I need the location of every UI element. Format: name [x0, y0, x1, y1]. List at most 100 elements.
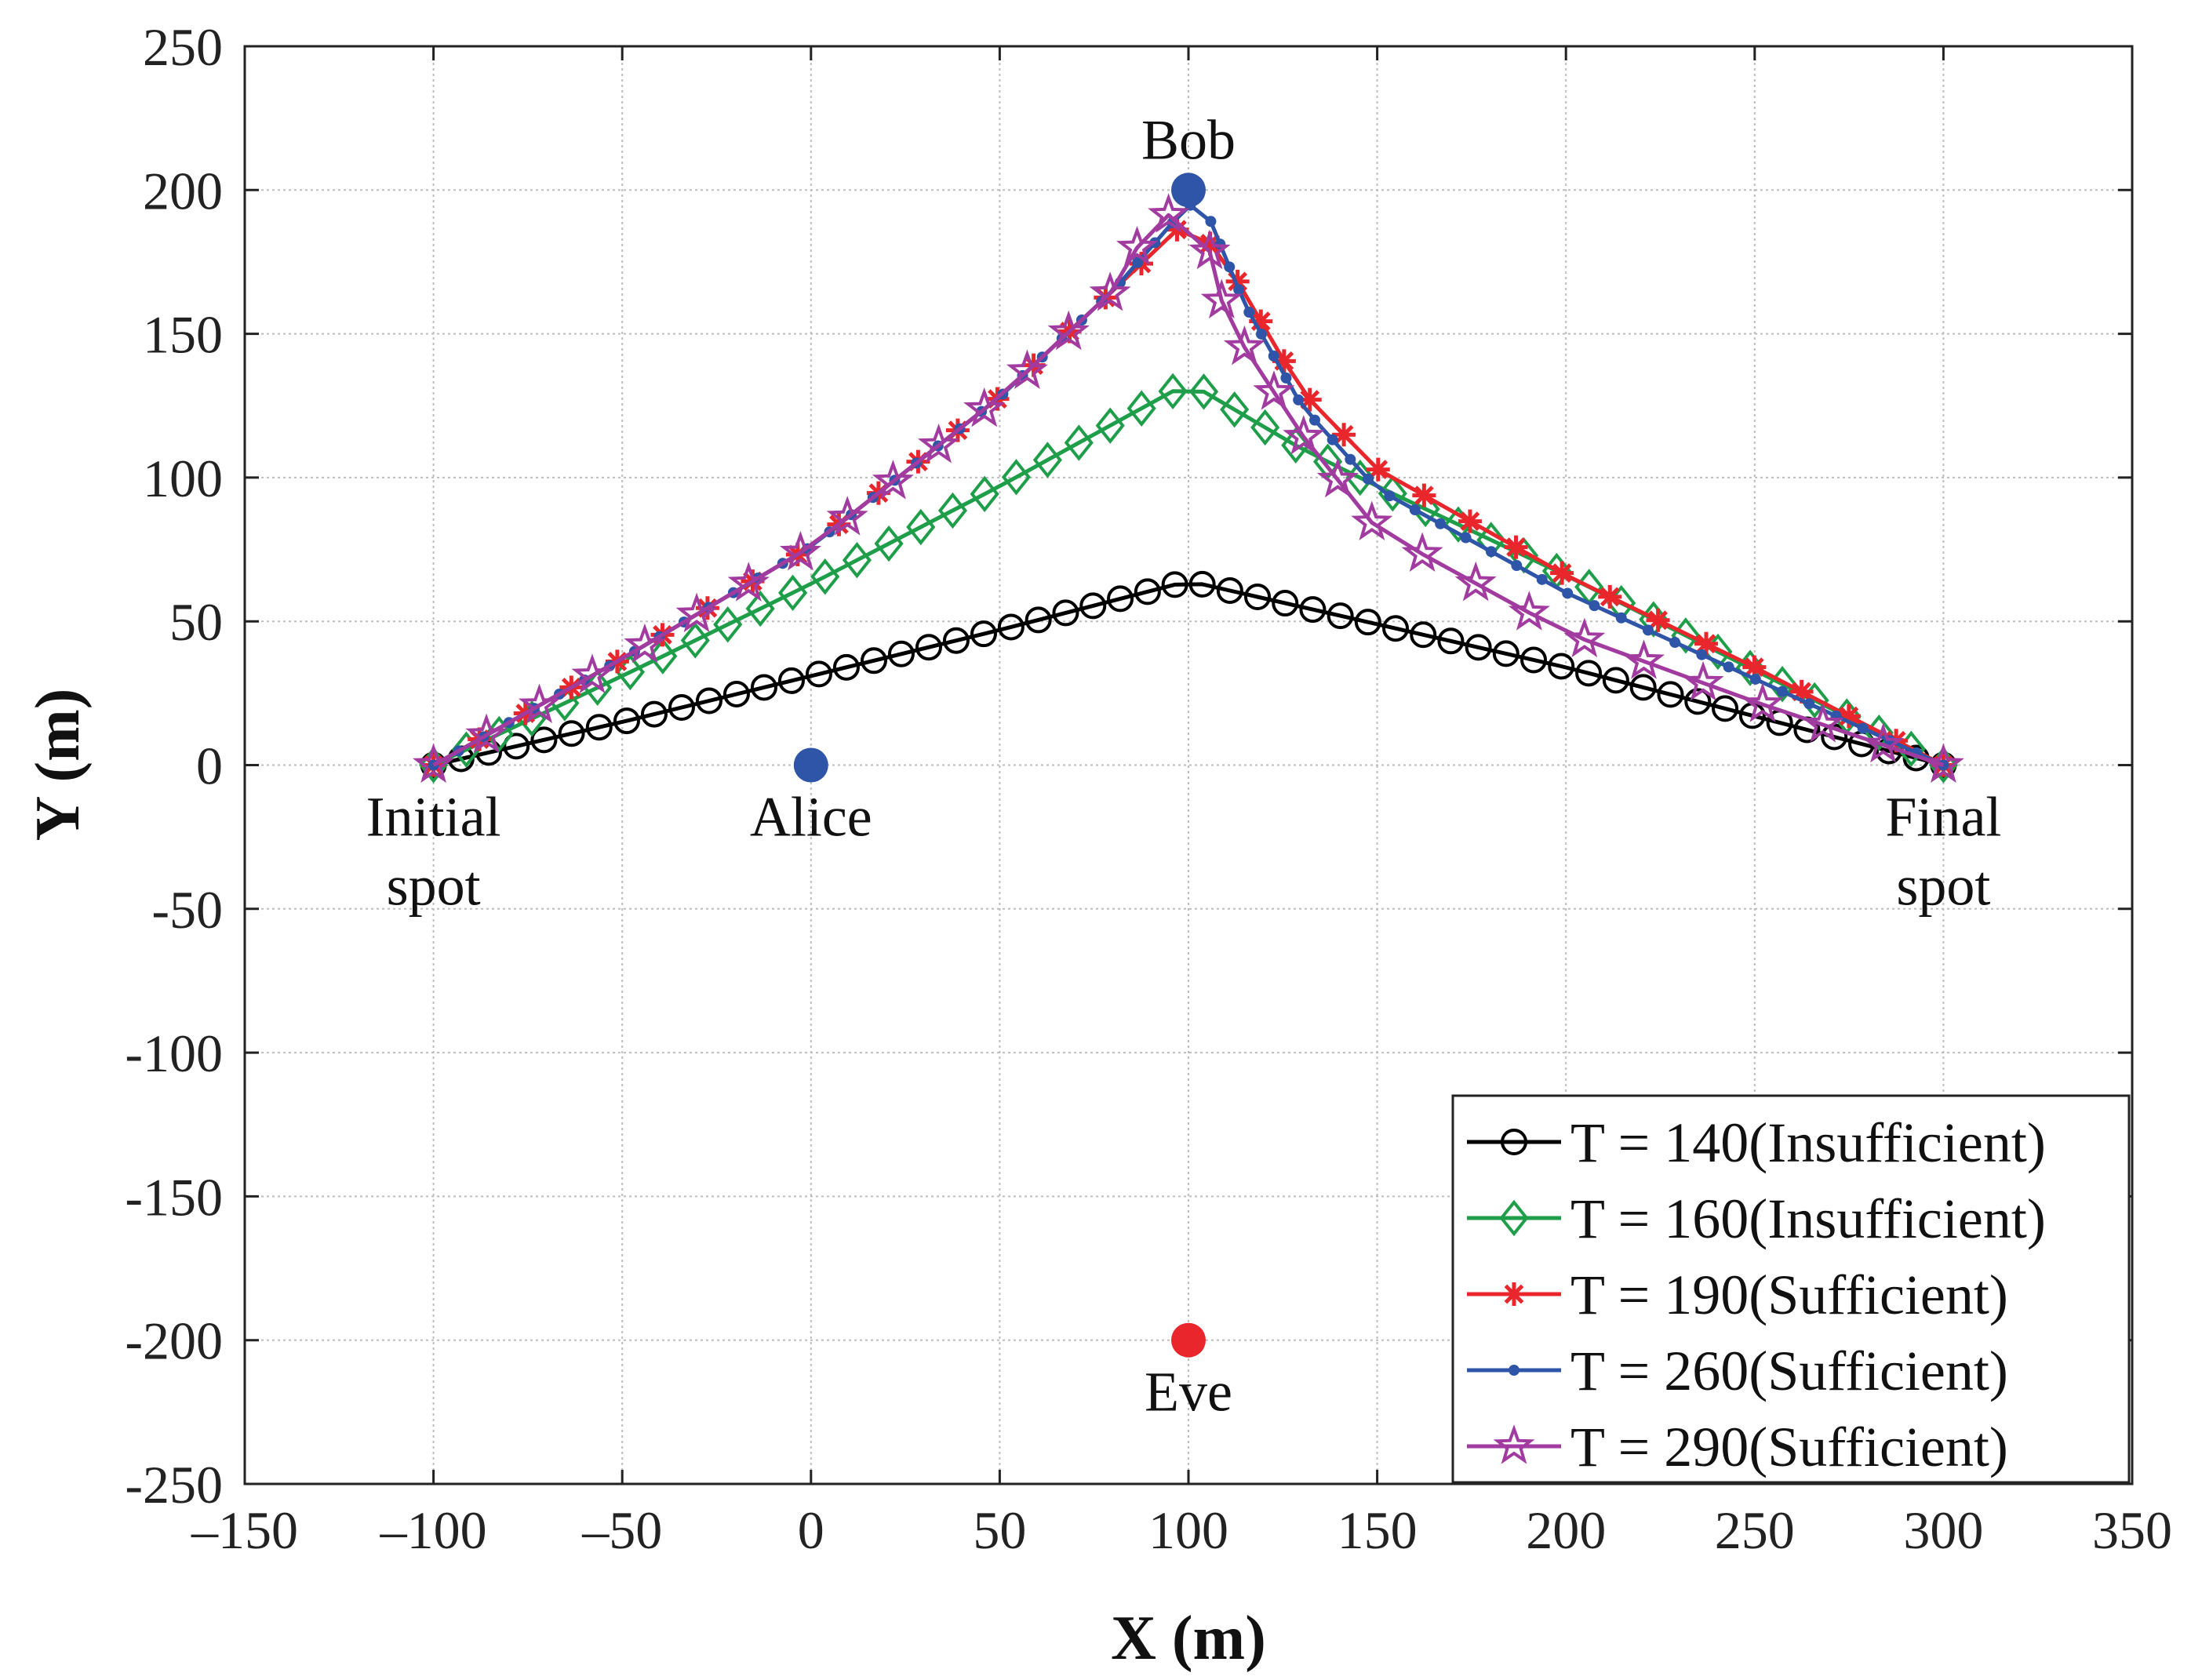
- series-marker: [778, 574, 808, 612]
- series-marker: [1378, 475, 1407, 512]
- series-marker: [1089, 271, 1131, 311]
- x-tick-label: –50: [581, 1500, 662, 1560]
- series-marker: [1777, 685, 1789, 697]
- legend-label: T = 290(Sufficient): [1570, 1416, 2008, 1478]
- series-marker: [613, 707, 640, 735]
- legend-marker: [1509, 1365, 1520, 1376]
- series-marker: [1327, 602, 1354, 630]
- x-tick-label: 300: [1903, 1500, 1983, 1560]
- series-marker: [832, 653, 860, 681]
- series-marker: [1095, 407, 1125, 444]
- series-marker: [1922, 743, 1964, 784]
- x-axis-label: X (m): [1111, 1604, 1266, 1673]
- series-marker: [887, 640, 915, 667]
- series-marker: [1272, 590, 1299, 617]
- series-marker: [648, 638, 678, 675]
- series-marker: [1803, 698, 1815, 710]
- series-marker: [1223, 325, 1266, 365]
- series-marker: [1161, 571, 1188, 598]
- series-marker: [1253, 370, 1295, 410]
- series-marker: [917, 423, 960, 464]
- series-marker: [1345, 459, 1375, 496]
- series-marker: [805, 660, 832, 688]
- poi-marker-alice: [793, 747, 828, 783]
- series-marker: [1132, 256, 1144, 268]
- series-marker: [1409, 504, 1421, 515]
- series-marker: [842, 541, 872, 579]
- series-marker: [779, 530, 822, 571]
- legend-label: T = 140(Insufficient): [1570, 1111, 2046, 1174]
- x-tick-label: 0: [798, 1500, 824, 1560]
- series-marker: [413, 743, 455, 784]
- series-marker: [1299, 596, 1327, 624]
- series-marker: [1126, 390, 1156, 427]
- series-marker: [1598, 584, 1622, 609]
- series-marker: [1682, 660, 1724, 701]
- spot-annotation-2: Final spot: [1885, 786, 2001, 918]
- series-marker: [970, 475, 999, 513]
- series-marker: [668, 694, 695, 722]
- series-layer: [413, 193, 1964, 784]
- x-tick-label: 350: [2092, 1500, 2172, 1560]
- points-of-interest: [793, 173, 1206, 1358]
- series-marker: [558, 720, 585, 747]
- y-tick-label: 100: [143, 449, 223, 508]
- poi-marker-eve: [1171, 1322, 1206, 1358]
- y-tick-label: 0: [196, 736, 223, 796]
- series-marker: [1742, 682, 1784, 722]
- series-marker: [906, 508, 936, 546]
- series-marker: [1283, 415, 1325, 455]
- series-marker: [970, 620, 997, 648]
- legend-box: [1451, 1094, 2131, 1484]
- x-tick-label: 250: [1715, 1500, 1795, 1560]
- legend-entry-2: T = 160(Insufficient): [1467, 1187, 2046, 1250]
- series-marker: [1224, 261, 1236, 273]
- y-axis-label: Y (m): [24, 689, 93, 842]
- series-marker: [1308, 414, 1320, 426]
- series-marker: [1802, 703, 1844, 743]
- series-marker: [1492, 640, 1520, 667]
- series-marker: [1025, 606, 1052, 634]
- series-marker: [1250, 409, 1280, 446]
- series-marker: [1723, 661, 1734, 673]
- series-marker: [695, 687, 722, 715]
- series-marker: [1384, 490, 1396, 502]
- series-marker: [1629, 674, 1657, 701]
- series-marker: [1280, 372, 1292, 384]
- series-marker: [1504, 535, 1528, 559]
- legend-entry-4: T = 260(Sufficient): [1467, 1340, 2008, 1402]
- series-marker: [1412, 483, 1436, 507]
- x-tick-label: –100: [380, 1500, 487, 1560]
- series-marker: [1200, 278, 1243, 319]
- series-marker: [1669, 637, 1681, 649]
- legend-label: T = 260(Sufficient): [1570, 1340, 2008, 1402]
- series-marker: [1216, 576, 1243, 604]
- series-marker: [1293, 394, 1305, 405]
- y-tick-label: -200: [125, 1311, 223, 1371]
- series-marker: [624, 623, 666, 664]
- poi-marker-bob: [1171, 173, 1206, 208]
- series-line: [432, 213, 1945, 767]
- series-marker: [1435, 518, 1447, 529]
- series-marker: [1589, 600, 1600, 612]
- series-marker: [745, 590, 775, 627]
- series-marker: [872, 460, 914, 500]
- series-marker: [1465, 634, 1492, 661]
- y-tick-label: -50: [151, 880, 223, 940]
- series-marker: [1052, 599, 1079, 627]
- series-marker: [1657, 681, 1684, 708]
- series-marker: [675, 592, 718, 633]
- series-marker: [1001, 459, 1032, 496]
- y-tick-label: 200: [143, 161, 223, 220]
- series-marker: [1064, 424, 1094, 461]
- series-marker: [1158, 373, 1188, 410]
- legend-marker: [1493, 1424, 1535, 1464]
- series-marker: [1345, 453, 1356, 465]
- series-marker: [1188, 570, 1216, 598]
- series-marker: [1220, 391, 1250, 428]
- series-marker: [963, 387, 1006, 427]
- series-marker: [1134, 578, 1161, 605]
- series-marker: [1712, 695, 1739, 722]
- y-tick-label: 250: [143, 17, 223, 77]
- x-tick-label: 150: [1338, 1500, 1418, 1560]
